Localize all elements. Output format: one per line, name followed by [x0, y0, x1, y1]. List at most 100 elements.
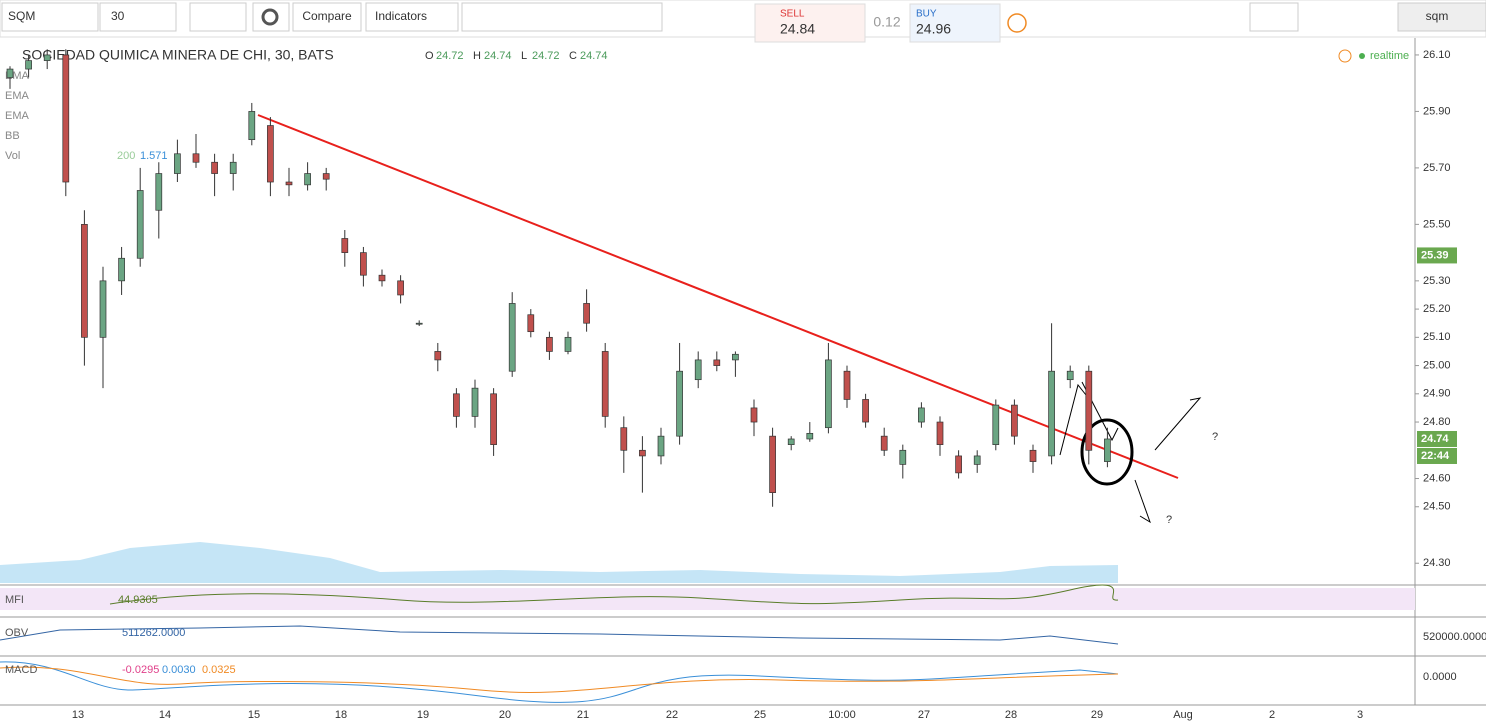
- candle-body: [992, 404, 1000, 445]
- chart-style[interactable]: [189, 2, 247, 32]
- candle-body: [713, 359, 721, 366]
- candle-body: [769, 435, 776, 493]
- countdown: 22:44: [1421, 450, 1450, 462]
- mfi-line: [109, 584, 1119, 605]
- candle-body: [155, 173, 163, 211]
- x-tick-label: 22: [666, 709, 678, 721]
- candle-body: [1104, 438, 1111, 462]
- candle-body: [918, 407, 925, 423]
- ohlc-value: 24.72: [436, 50, 464, 62]
- x-tick-label: 19: [417, 709, 429, 721]
- y-tick-label: 24.50: [1423, 501, 1451, 513]
- ohlc-value: 24.74: [580, 50, 608, 62]
- candle-body: [1085, 370, 1093, 451]
- sell-price: 24.84: [780, 21, 815, 37]
- y-tick-label: 24.80: [1423, 416, 1451, 428]
- x-tick-label: 27: [918, 709, 930, 721]
- y-tick-label: 26.10: [1423, 49, 1451, 61]
- x-tick-label: 15: [248, 709, 260, 721]
- indicators-button[interactable]: [365, 2, 459, 32]
- ohlc-key: O: [425, 50, 434, 62]
- y-tick-label: 25.20: [1423, 303, 1451, 315]
- candle-body: [6, 68, 14, 78]
- candle-body: [453, 393, 460, 417]
- x-tick-label: 28: [1005, 709, 1017, 721]
- y-tick-label: 25.00: [1423, 359, 1451, 371]
- candle-body: [322, 173, 330, 180]
- ohlc-value: 24.72: [532, 50, 560, 62]
- volume-area: [0, 542, 1118, 583]
- panel-name: OBV: [5, 627, 29, 639]
- spread: 0.12: [873, 14, 900, 30]
- ohlc-key: H: [473, 50, 481, 62]
- candle-body: [1029, 449, 1037, 462]
- y-tick-label: 25.90: [1423, 105, 1451, 117]
- candle-body: [434, 351, 442, 361]
- y-tick-label: 25.10: [1423, 331, 1451, 343]
- candle-body: [508, 303, 516, 372]
- candle-body: [732, 353, 739, 361]
- compare-button[interactable]: [292, 2, 362, 32]
- candle-body: [192, 153, 200, 163]
- buy-button[interactable]: [909, 3, 1001, 43]
- candle-body: [546, 336, 553, 352]
- candle-body: [955, 455, 962, 474]
- candle-body: [862, 399, 869, 423]
- symbol: SQM: [8, 9, 35, 23]
- macd-line: [0, 661, 1119, 703]
- y-tick-label: 24.90: [1423, 388, 1451, 400]
- obv-line: [0, 625, 1119, 645]
- candle-body: [825, 359, 832, 429]
- tools[interactable]: [461, 2, 663, 32]
- y-tick-label: 24.60: [1423, 472, 1451, 484]
- panel-value: 0.0325: [202, 664, 236, 676]
- y-tick-label: 25.50: [1423, 218, 1451, 230]
- candle-body: [564, 336, 572, 352]
- candle-body: [787, 438, 795, 445]
- panel-value: -0.0295: [122, 664, 159, 676]
- symbol-box[interactable]: [1, 2, 99, 32]
- sell-button[interactable]: [754, 3, 866, 43]
- candle-body: [341, 238, 349, 253]
- buy-label: BUY: [916, 9, 937, 20]
- panel-name: MFI: [5, 594, 24, 606]
- candle-body: [1048, 370, 1055, 457]
- legend-title: SOCIEDAD QUIMICA MINERA DE CHI, 30, BATS: [22, 47, 334, 63]
- x-tick-label: 18: [335, 709, 347, 721]
- candle-body: [936, 421, 944, 445]
- layout-button[interactable]: [1249, 2, 1299, 32]
- candle-body: [267, 125, 274, 183]
- search: sqm: [1426, 9, 1449, 23]
- info-icon[interactable]: [1007, 13, 1027, 33]
- y-tick-label: 24.30: [1423, 557, 1451, 569]
- panel-name: MACD: [5, 664, 37, 676]
- price-badge: [1417, 247, 1457, 264]
- highlight-circle: [1080, 418, 1134, 486]
- candle-body: [415, 322, 423, 325]
- candle-body: [229, 161, 237, 174]
- x-tick-label: 25: [754, 709, 766, 721]
- settings[interactable]: [252, 2, 290, 32]
- search-box[interactable]: [1397, 2, 1486, 32]
- x-tick-label: 13: [72, 709, 84, 721]
- ohlc-value: 24.74: [484, 50, 512, 62]
- arrow: [1134, 479, 1151, 524]
- arrow: [1059, 383, 1087, 456]
- price-badge-label: 25.39: [1421, 249, 1449, 261]
- panel-value: 511262.0000: [122, 627, 185, 639]
- study-label: BB: [5, 130, 20, 142]
- candle-body: [174, 153, 181, 174]
- realtime-icon: [1338, 49, 1352, 63]
- candle-body: [843, 370, 851, 400]
- candle-body: [973, 455, 981, 465]
- indicators: Indicators: [375, 9, 427, 23]
- candle-body: [99, 280, 107, 338]
- ohlc-key: L: [521, 50, 527, 62]
- vol-value: 200: [117, 150, 135, 162]
- candle-body: [43, 54, 51, 61]
- interval-box[interactable]: [99, 2, 177, 32]
- candle-body: [620, 427, 628, 451]
- candle-body: [583, 303, 590, 324]
